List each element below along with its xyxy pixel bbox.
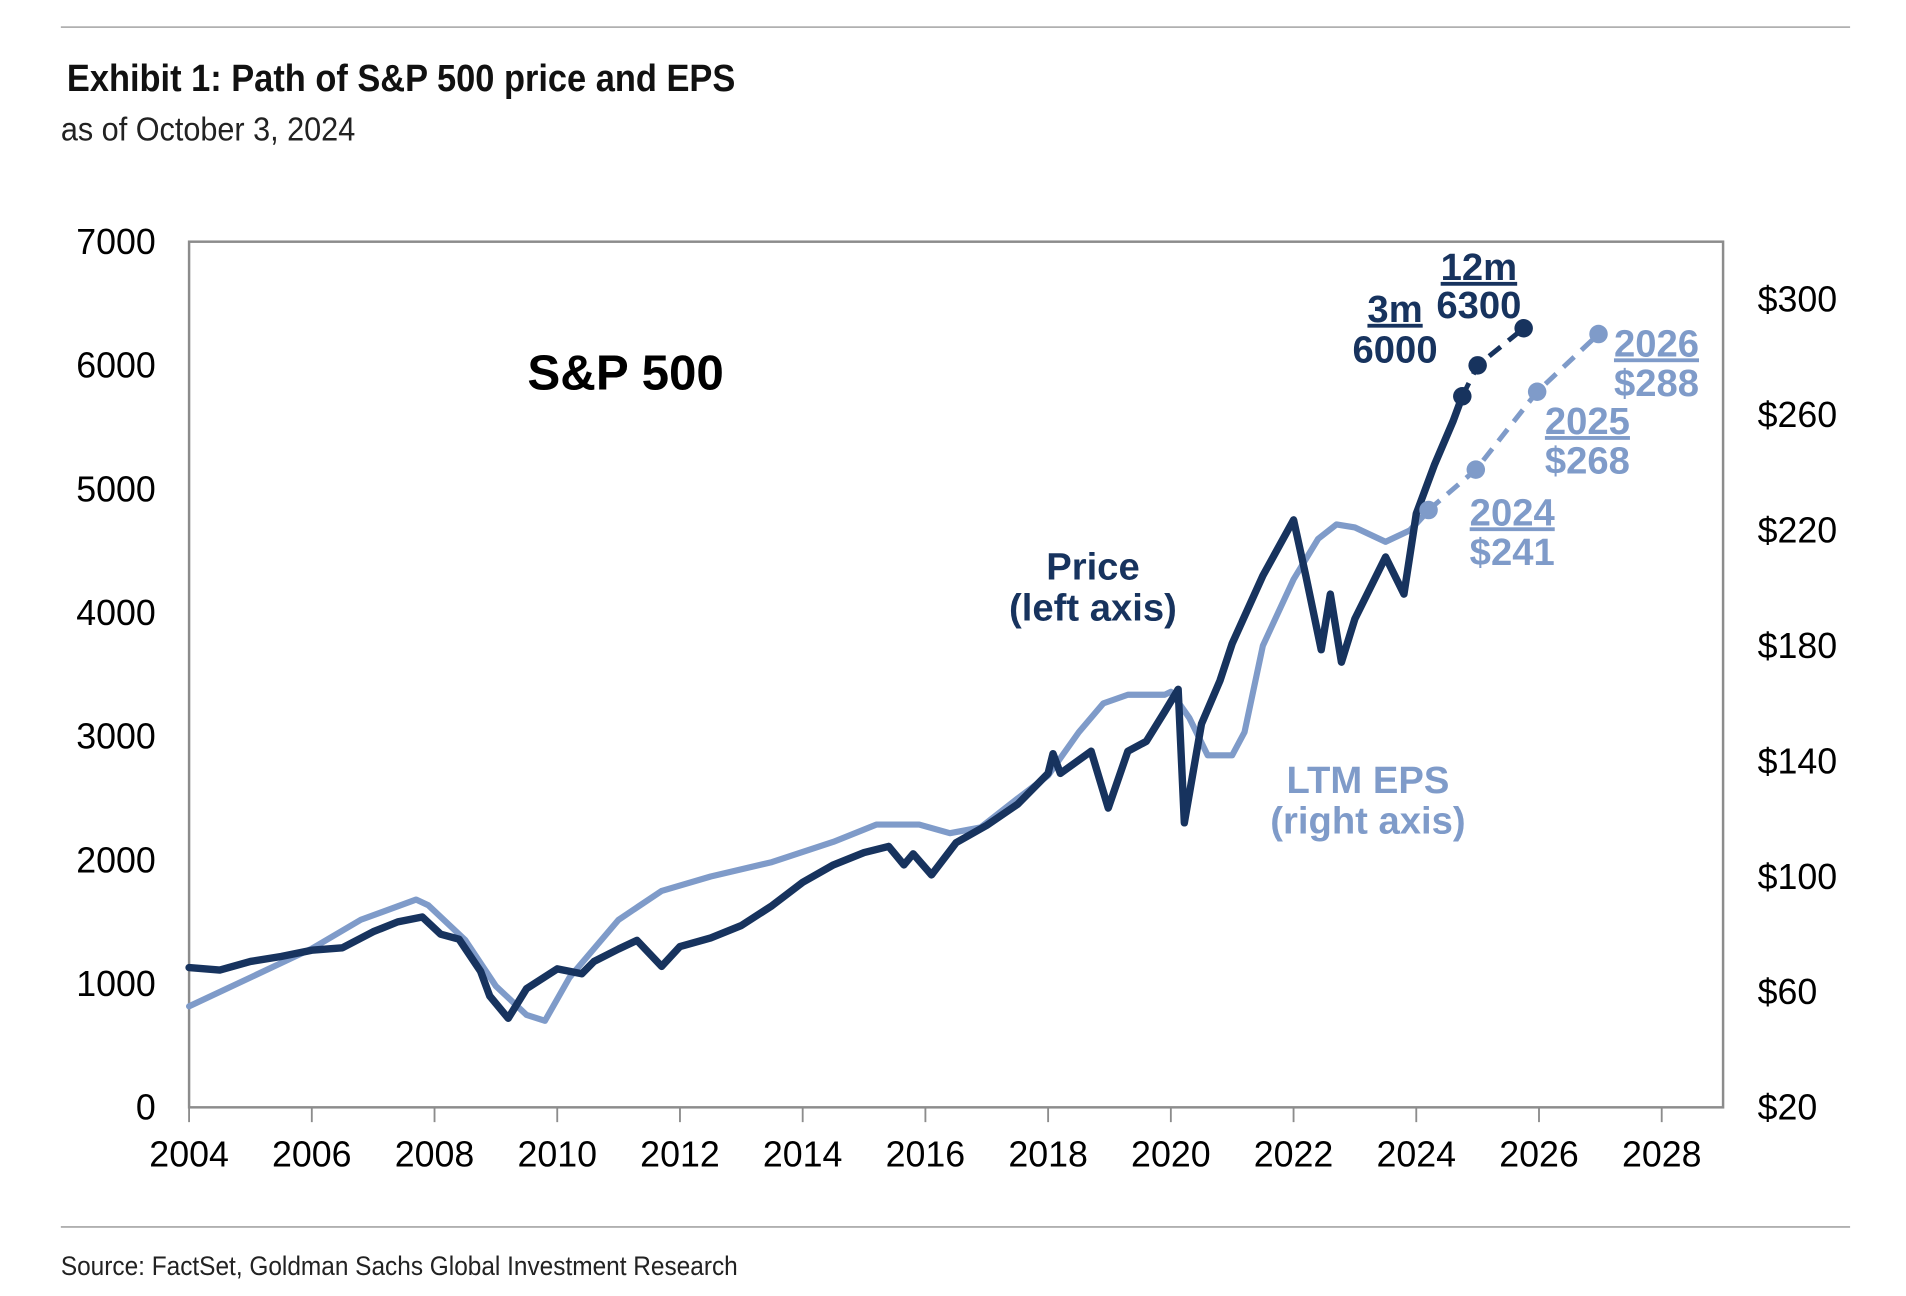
x-tick-label: 2022 xyxy=(1254,1135,1334,1175)
eps-2026-value: $288 xyxy=(1614,362,1699,405)
y-right-tick-label: $300 xyxy=(1758,280,1838,320)
x-tick-label: 2018 xyxy=(1008,1135,1088,1175)
eps-axis-note: (right axis) xyxy=(1270,800,1465,843)
y-left-tick-label: 3000 xyxy=(76,717,156,757)
eps-projection-line xyxy=(1427,332,1601,512)
page-title: Exhibit 1: Path of S&P 500 price and EPS xyxy=(67,57,735,100)
x-tick-label: 2010 xyxy=(517,1135,597,1175)
price-projection-point xyxy=(1453,387,1472,406)
y-left-tick-label: 5000 xyxy=(76,469,156,509)
price-12m-label: 12m xyxy=(1441,246,1518,289)
x-tick-label: 2026 xyxy=(1499,1135,1579,1175)
y-right-tick-label: $260 xyxy=(1758,395,1838,435)
price-line xyxy=(185,392,1466,1023)
y-left-tick-label: 0 xyxy=(136,1088,156,1128)
source-note: Source: FactSet, Goldman Sachs Global In… xyxy=(61,1252,738,1281)
y-left-tick-label: 6000 xyxy=(76,346,156,386)
price-label: Price xyxy=(1046,546,1140,589)
price-12m-value: 6300 xyxy=(1436,284,1521,327)
x-tick-label: 2008 xyxy=(395,1135,475,1175)
eps-projection-point xyxy=(1419,500,1438,520)
eps-label: LTM EPS xyxy=(1287,759,1450,802)
x-tick-label: 2020 xyxy=(1131,1135,1211,1175)
x-tick-label: 2016 xyxy=(886,1135,966,1175)
eps-2024-value: $241 xyxy=(1470,531,1555,574)
eps-projection-point xyxy=(1527,382,1547,401)
eps-2026-label: 2026 xyxy=(1614,322,1699,365)
x-tick-label: 2024 xyxy=(1377,1135,1457,1175)
y-right-tick-label: $60 xyxy=(1758,972,1818,1012)
price-projection-point xyxy=(1468,356,1487,375)
price-projection-point xyxy=(1514,319,1533,338)
y-left-tick-label: 2000 xyxy=(76,840,156,880)
y-right-tick-label: $180 xyxy=(1758,626,1838,666)
eps-2025-value: $268 xyxy=(1545,440,1630,483)
eps-projection-point xyxy=(1589,324,1608,344)
eps-projection-point xyxy=(1466,460,1486,479)
y-left-tick-label: 4000 xyxy=(76,593,156,633)
y-right-tick-label: $140 xyxy=(1758,741,1838,781)
page-subtitle: as of October 3, 2024 xyxy=(61,110,355,147)
x-tick-label: 2012 xyxy=(640,1135,720,1175)
plot-area xyxy=(187,240,1725,1109)
y-right-tick-label: $220 xyxy=(1758,511,1838,551)
y-right-tick-label: $20 xyxy=(1758,1088,1818,1128)
y-left-tick-label: 1000 xyxy=(76,964,156,1004)
price-3m-label: 3m xyxy=(1367,288,1422,331)
eps-2024-label: 2024 xyxy=(1470,491,1556,534)
chart-title: S&P 500 xyxy=(527,346,723,401)
x-tick-label: 2004 xyxy=(149,1135,229,1175)
price-3m-value: 6000 xyxy=(1353,329,1438,372)
x-tick-label: 2006 xyxy=(272,1135,352,1175)
y-right-tick-label: $100 xyxy=(1758,857,1838,897)
x-tick-label: 2028 xyxy=(1622,1135,1702,1175)
eps-line xyxy=(186,506,1432,1024)
price-axis-note: (left axis) xyxy=(1009,586,1177,629)
eps-2025-label: 2025 xyxy=(1545,400,1630,443)
x-tick-label: 2014 xyxy=(763,1135,843,1175)
y-left-tick-label: 7000 xyxy=(76,222,156,262)
